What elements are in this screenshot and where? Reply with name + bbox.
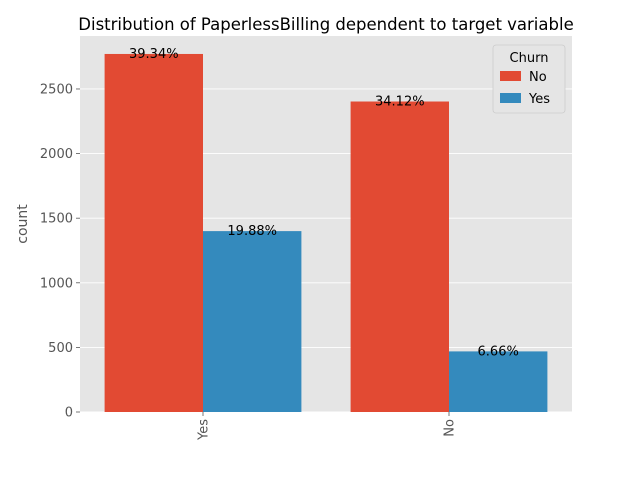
y-tick-label: 0 [65,406,73,421]
x-tick-label: No [443,419,458,437]
legend-title: Churn [510,51,549,66]
y-tick-label: 2000 [40,147,73,162]
bar-yes-no [104,53,203,412]
bar-yes-yes [203,231,302,412]
legend-swatch-no [500,71,521,81]
bars [104,53,548,412]
data-label: 34.12% [375,95,425,110]
bar-no-no [350,101,449,412]
y-tick-label: 1500 [40,212,73,227]
y-tick-label: 1000 [40,276,73,291]
data-label: 6.66% [478,344,519,359]
y-tick-label: 500 [48,341,73,356]
x-axis: Yes No [197,412,458,441]
legend-label-no: No [529,70,547,85]
data-label: 19.88% [227,224,277,239]
chart-title: Distribution of PaperlessBilling depende… [78,15,573,34]
y-axis: 0 500 1000 1500 2000 2500 [40,82,80,421]
data-labels: 39.34% 19.88% 34.12% 6.66% [129,47,519,359]
legend-swatch-yes [500,93,521,103]
y-axis-label: count [15,204,31,244]
y-tick-label: 2500 [40,82,73,97]
legend: Churn No Yes [492,44,566,114]
legend-label-yes: Yes [528,92,550,107]
data-label: 39.34% [129,47,179,62]
x-tick-label: Yes [197,419,212,441]
bar-no-yes [449,351,548,412]
